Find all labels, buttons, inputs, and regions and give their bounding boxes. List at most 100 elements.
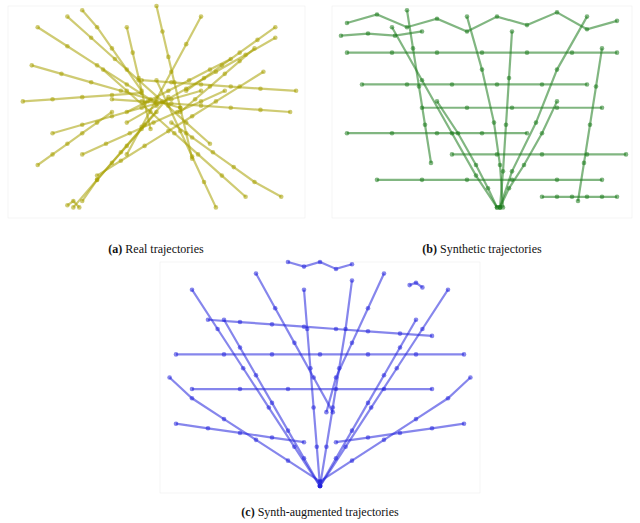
trajectory-point [585,14,590,19]
trajectory-point [504,122,509,127]
trajectory-point [585,27,590,32]
trajectory-line [127,59,231,112]
trajectory-point [382,438,387,443]
trajectory-point [110,114,115,119]
trajectory-point [190,114,195,119]
trajectory-point [65,142,70,147]
trajectory-point [360,82,365,87]
trajectory-point [254,438,259,443]
trajectory-point [50,97,55,102]
trajectory-point [302,287,307,292]
trajectory-point [345,131,350,136]
trajectory-point [286,260,291,265]
trajectory-point [125,67,130,72]
trajectory-point [237,50,242,55]
trajectory-point [273,25,278,30]
trajectory-point [366,435,371,440]
trajectory-point [507,76,512,81]
trajectory-line [326,274,384,413]
trajectory-point [77,205,82,210]
trajectory-point [522,163,527,168]
trajectory-point [142,122,147,127]
trajectory-point [166,95,171,100]
trajectory-point [570,195,575,200]
trajectory-point [252,46,257,51]
trajectory-point [534,120,539,125]
trajectory-point [178,110,183,115]
trajectory-point [507,186,512,191]
trajectory-point [468,375,473,380]
trajectory-point [417,84,422,89]
trajectory-point [65,44,70,49]
trajectory-line [437,101,497,207]
trajectory-point [345,21,350,26]
trajectory-point [255,38,260,43]
trajectory-point [190,396,195,401]
trajectory-point [525,23,530,28]
trajectory-point [208,67,213,72]
trajectory-point [318,484,323,489]
trajectory-point [343,445,348,450]
trajectory-point [196,152,201,157]
plot-area [21,4,299,210]
trajectory-point [220,173,225,178]
trajectory-point [414,280,419,285]
trajectory-point [288,110,293,115]
trajectory-point [429,161,434,166]
trajectory-point [585,82,590,87]
trajectory-point [228,57,233,62]
trajectory-point [334,440,339,445]
trajectory-line [67,17,210,144]
trajectory-point [435,50,440,55]
trajectory-line [82,112,156,201]
trajectory-point [238,345,243,350]
trajectory-point [238,320,243,325]
trajectory-point [430,426,435,431]
plot-frame [332,6,632,218]
trajectory-point [190,154,195,159]
trajectory-point [238,431,243,436]
trajectory-point [480,131,485,136]
trajectory-point [582,161,587,166]
trajectory-point [420,78,425,83]
trajectory-point [29,63,34,68]
trajectory-point [238,387,243,392]
trajectory-point [208,84,213,89]
trajectory-line [392,27,497,207]
trajectory-point [50,152,55,157]
trajectory-point [214,205,219,210]
trajectory-point [174,352,179,357]
trajectory-point [450,131,455,136]
trajectory-point [390,25,395,30]
trajectory-point [420,327,425,332]
plot-frame [160,262,480,493]
trajectory-point [254,271,259,276]
trajectory-point [315,445,320,450]
trajectory-point [65,203,70,208]
trajectory-point [525,50,530,55]
trajectory-point [369,405,374,410]
trajectory-point [286,387,291,392]
trajectory-point [435,131,440,136]
trajectory-point [258,108,263,113]
trajectory-point [366,352,371,357]
trajectory-point [405,82,410,87]
trajectory-point [420,178,425,183]
trajectory-point [540,152,545,157]
trajectory-point [510,169,515,174]
trajectory-point [199,103,204,108]
trajectory-point [169,80,174,85]
trajectory-line [256,274,333,413]
trajectory-point [89,80,94,85]
trajectory-line [407,10,431,163]
trajectory-point [414,317,419,322]
trajectory-point [420,285,425,290]
trajectory-line [23,93,142,101]
trajectory-point [430,334,435,339]
trajectory-point [495,82,500,87]
trajectory-point [446,287,451,292]
trajectory-point [525,131,530,136]
trajectory-point [286,458,291,463]
trajectory-point [411,46,416,51]
trajectory-point [498,163,503,168]
